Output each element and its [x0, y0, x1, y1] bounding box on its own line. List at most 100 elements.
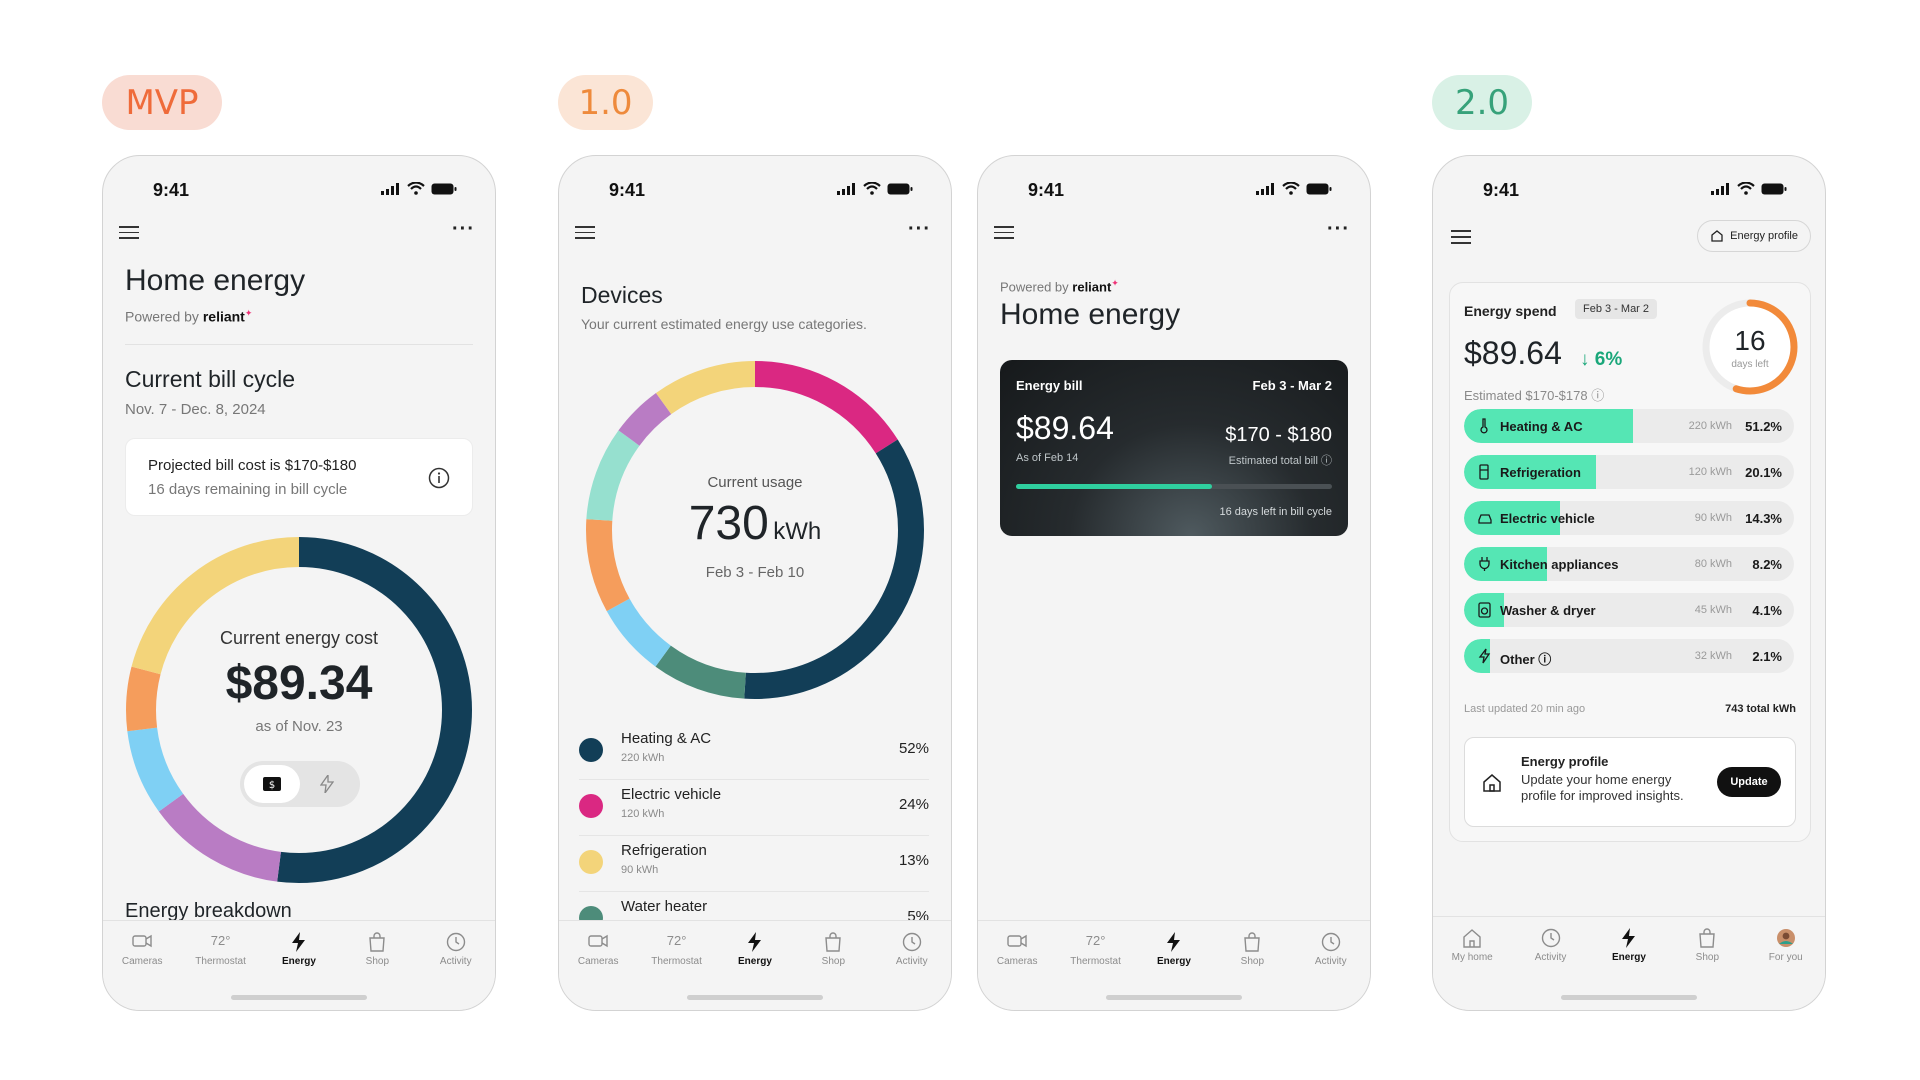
more-options-icon[interactable]: ··· — [452, 218, 475, 240]
nav-item-cameras[interactable]: Cameras — [982, 931, 1052, 1010]
category-row[interactable]: Refrigeration 120 kWh 20.1% — [1464, 455, 1794, 489]
update-button[interactable]: Update — [1717, 767, 1781, 797]
last-updated: Last updated 20 min ago — [1464, 703, 1586, 715]
category-name: Heating & AC — [1500, 419, 1583, 434]
signal-icon — [1256, 182, 1274, 195]
energy-profile-label: Energy profile — [1730, 230, 1798, 242]
category-name: Refrigeration — [1500, 465, 1581, 480]
nav-item-thermostat[interactable]: 72° Thermostat — [186, 931, 256, 1010]
brand-logo: reliant — [1072, 279, 1112, 295]
legend-kwh: 220 kWh — [621, 752, 665, 764]
nav-label: Shop — [1695, 952, 1720, 963]
washer-icon — [1478, 602, 1491, 618]
info-icon[interactable]: ⓘ — [1591, 388, 1605, 403]
donut-sub: Feb 3 - Feb 10 — [705, 564, 805, 581]
divider — [125, 344, 473, 345]
spend-change-value: 6% — [1594, 349, 1623, 370]
category-row[interactable]: Electric vehicle 90 kWh 14.3% — [1464, 501, 1794, 535]
cost-usage-toggle[interactable]: $ — [240, 761, 360, 807]
category-row[interactable]: Heating & AC 220 kWh 51.2% — [1464, 409, 1794, 443]
nav-item-my-home[interactable]: My home — [1437, 927, 1507, 1010]
hamburger-menu-icon[interactable] — [994, 226, 1014, 240]
wifi-icon — [863, 182, 881, 195]
nav-item-for-you[interactable]: For you — [1751, 927, 1821, 1010]
bolt-icon — [1621, 928, 1635, 948]
nav-label: Cameras — [996, 956, 1038, 967]
category-name: Other ⓘ — [1500, 652, 1552, 667]
bolt-icon — [747, 932, 761, 952]
thermostat-icon: 72° — [1085, 933, 1106, 948]
status-bar: 9:41 — [978, 176, 1370, 206]
spend-label: Energy spend — [1464, 303, 1557, 319]
category-row[interactable]: Other ⓘ 32 kWh 2.1% — [1464, 639, 1794, 673]
powered-by: Powered by reliant✦ — [125, 308, 253, 325]
hamburger-menu-icon[interactable] — [119, 226, 139, 240]
hamburger-menu-icon[interactable] — [1451, 230, 1471, 244]
donut-value-unit: kWh — [773, 518, 822, 545]
status-bar: 9:41 — [1433, 176, 1825, 206]
energy-profile-card[interactable]: Energy profile Update your home energy p… — [1464, 737, 1796, 827]
home-indicator — [1561, 995, 1697, 1000]
info-icon[interactable]: ⓘ — [1321, 455, 1332, 467]
energy-profile-button[interactable]: Energy profile — [1697, 220, 1811, 252]
estimated-range: $170 - $180 — [1225, 424, 1332, 446]
legend-pct: 52% — [898, 740, 929, 757]
dollar-toggle[interactable]: $ — [244, 765, 300, 803]
more-options-icon[interactable]: ··· — [1327, 218, 1350, 240]
nav-item-activity[interactable]: Activity — [421, 931, 491, 1010]
page-title: Home energy — [1000, 298, 1181, 331]
more-options-icon[interactable]: ··· — [908, 218, 931, 240]
house-icon — [1463, 929, 1481, 948]
spend-change: ↓ 6% — [1580, 349, 1622, 371]
category-row[interactable]: Kitchen appliances 80 kWh 8.2% — [1464, 547, 1794, 581]
category-fill — [1464, 455, 1596, 489]
nav-item-shop[interactable]: Shop — [1672, 927, 1742, 1010]
bottom-nav: Cameras 72° Thermostat Energy Shop Activity — [978, 920, 1370, 1010]
nav-item-activity[interactable]: Activity — [1296, 931, 1366, 1010]
nav-label: Activity — [1314, 956, 1347, 967]
wifi-icon — [407, 182, 425, 195]
ring-value: 16 — [1734, 325, 1766, 356]
nav-label: For you — [1768, 952, 1803, 963]
version-label-mvp: MVP — [102, 75, 222, 130]
clock-icon — [446, 932, 465, 952]
nav-item-thermostat[interactable]: 72° Thermostat — [1061, 931, 1131, 1010]
legend-name: Refrigeration — [621, 842, 707, 859]
status-time: 9:41 — [153, 180, 190, 200]
category-pct: 4.1% — [1752, 603, 1782, 618]
nav-item-activity[interactable]: Activity — [877, 931, 947, 1010]
legend-row[interactable]: Electric vehicle 120 kWh 24% — [579, 780, 929, 836]
energy-bill-card[interactable]: Energy bill Feb 3 - Mar 2 $89.64 As of F… — [1000, 360, 1348, 536]
nav-item-energy[interactable]: Energy — [1139, 931, 1209, 1010]
nav-item-shop[interactable]: Shop — [1217, 931, 1287, 1010]
legend-row[interactable]: Heating & AC 220 kWh 52% — [579, 724, 929, 780]
nav-item-thermostat[interactable]: 72° Thermostat — [642, 931, 712, 1010]
hamburger-menu-icon[interactable] — [575, 226, 595, 240]
clock-icon — [1541, 928, 1560, 948]
bottom-nav: My home Activity Energy Shop For you — [1433, 916, 1825, 1010]
nav-item-energy[interactable]: Energy — [264, 931, 334, 1010]
estimated-label-text: Estimated total bill — [1228, 455, 1318, 467]
nav-item-shop[interactable]: Shop — [798, 931, 868, 1010]
category-name: Washer & dryer — [1500, 603, 1596, 618]
version-label-2-0: 2.0 — [1432, 75, 1532, 130]
nav-item-shop[interactable]: Shop — [342, 931, 412, 1010]
bolt-toggle-icon[interactable] — [320, 775, 334, 793]
nav-item-energy[interactable]: Energy — [1594, 927, 1664, 1010]
legend-row[interactable]: Refrigeration 90 kWh 13% — [579, 836, 929, 892]
category-row[interactable]: Washer & dryer 45 kWh 4.1% — [1464, 593, 1794, 627]
nav-item-cameras[interactable]: Cameras — [563, 931, 633, 1010]
projected-card[interactable]: Projected bill cost is $170-$180 16 days… — [125, 438, 473, 516]
camera-icon — [1007, 934, 1027, 948]
nav-item-activity[interactable]: Activity — [1516, 927, 1586, 1010]
donut-segment-2 — [586, 361, 924, 699]
nav-label: Thermostat — [651, 956, 702, 967]
thermostat-icon: 72° — [210, 933, 231, 948]
battery-icon — [431, 183, 457, 194]
nav-item-energy[interactable]: Energy — [720, 931, 790, 1010]
ring-progress — [1702, 299, 1798, 395]
shop-icon — [369, 932, 386, 952]
category-kwh: 120 kWh — [1688, 466, 1732, 478]
nav-item-cameras[interactable]: Cameras — [107, 931, 177, 1010]
info-icon[interactable] — [428, 467, 450, 489]
